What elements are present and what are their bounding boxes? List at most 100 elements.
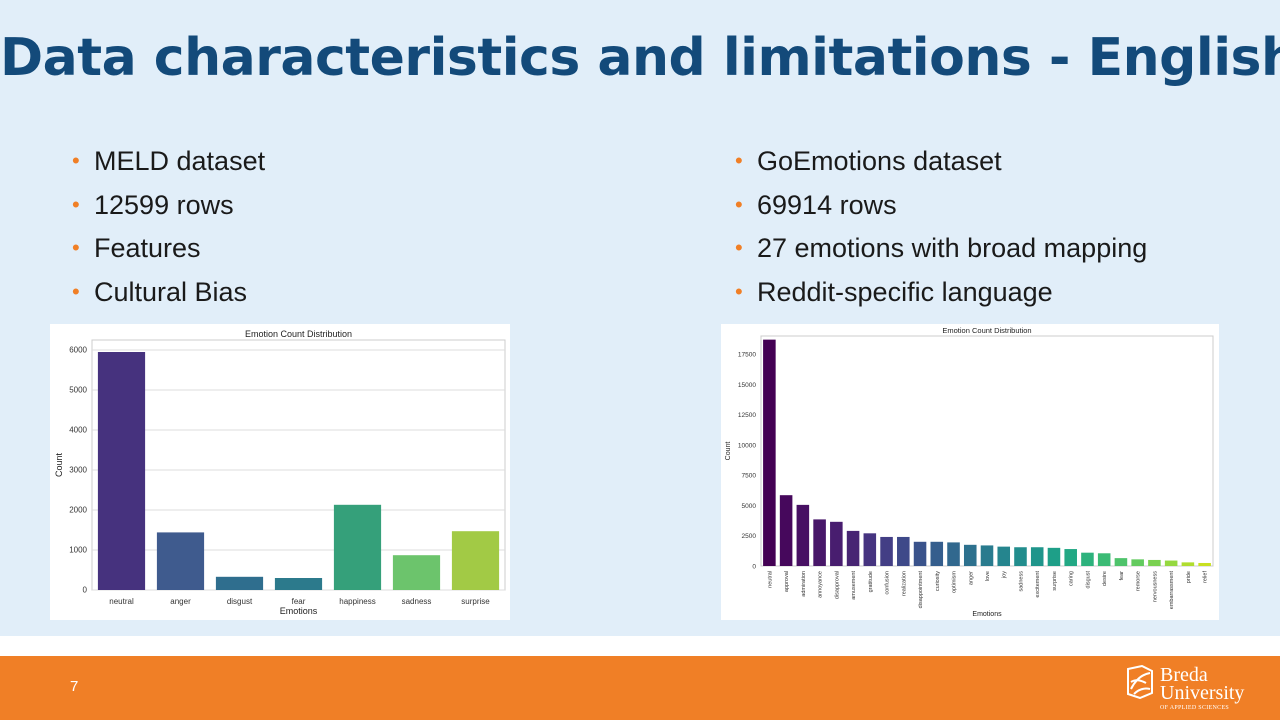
x-tick-label: neutral	[767, 571, 773, 588]
goemotions-emotion-chart: Emotion Count Distribution 0 2500 5000 7500 1…	[721, 324, 1219, 620]
bar-pride	[1181, 562, 1195, 566]
bullet-dot-icon: •	[72, 279, 80, 305]
bullet-dot-icon: •	[72, 148, 80, 173]
bar-excitement	[1030, 547, 1044, 566]
bar-love	[980, 545, 994, 566]
x-tick-label: relief	[1203, 571, 1209, 583]
y-tick-label: 5000	[742, 503, 757, 510]
bullet-text: 69914 rows	[757, 189, 897, 220]
y-tick-label: 0	[752, 564, 756, 571]
y-axis-label: Count	[725, 442, 732, 461]
x-tick-label: disgust	[227, 597, 253, 606]
goemotions-emotion-chart-svg: Emotion Count Distribution 0 2500 5000 7500 1…	[725, 326, 1214, 618]
bullet-dot-icon: •	[735, 279, 743, 305]
chart-title: Emotion Count Distribution	[942, 326, 1031, 335]
x-tick-label: sadness	[1018, 571, 1024, 592]
bullet-item: • GoEmotions dataset	[735, 144, 1147, 188]
meld-emotion-chart: Emotion Count Distribution 0 1000 2000 3000 4…	[50, 324, 510, 620]
bar-disgust	[215, 576, 264, 590]
x-tick-label: happiness	[339, 597, 375, 606]
bar-anger	[156, 532, 205, 590]
bar-sadness	[1014, 547, 1027, 566]
bar-neutral	[97, 352, 146, 590]
x-tick-label: pride	[1186, 571, 1192, 583]
bar-curiosity	[930, 541, 944, 566]
bullet-text: 12599 rows	[94, 189, 234, 220]
x-tick-label: anger	[170, 597, 191, 606]
x-tick-label: disgust	[1085, 571, 1091, 589]
bar-surprise	[451, 531, 500, 590]
bar-realization	[897, 536, 910, 566]
footer-bar	[0, 656, 1280, 720]
bar-admiration	[796, 504, 810, 566]
x-axis-label: Emotions	[972, 611, 1002, 618]
x-tick-label: admiration	[801, 571, 807, 597]
bar-sadness	[392, 555, 441, 590]
y-tick-label: 1000	[69, 546, 87, 555]
x-tick-label: realization	[901, 571, 907, 596]
bullet-text: 27 emotions with broad mapping	[757, 233, 1148, 264]
bar-embarrassment	[1164, 560, 1178, 566]
bar-disappointment	[913, 541, 927, 566]
x-tick-label: excitement	[1035, 571, 1041, 598]
bar-confusion	[880, 536, 893, 566]
bullet-item: • Cultural Bias	[72, 275, 265, 319]
plot-area	[91, 339, 506, 591]
plot-area	[760, 335, 1214, 567]
x-tick-label: caring	[1069, 571, 1075, 586]
bar-fear	[1114, 558, 1128, 566]
x-tick-label: surprise	[1052, 571, 1058, 591]
x-tick-label: gratitude	[868, 571, 874, 592]
bar-gratitude	[863, 533, 877, 566]
bar-anger	[963, 544, 977, 566]
x-tick-label: anger	[968, 571, 974, 585]
bullet-item: • 12599 rows	[72, 188, 265, 232]
bar-joy	[997, 546, 1011, 566]
y-tick-label: 15000	[738, 382, 756, 389]
x-tick-label: neutral	[109, 597, 134, 606]
bar-desire	[1097, 553, 1111, 566]
x-tick-label: remorse	[1136, 571, 1142, 591]
bullet-item: • Reddit-specific language	[735, 275, 1147, 319]
bar-relief	[1198, 562, 1211, 566]
bar-surprise	[1047, 547, 1061, 566]
bullet-item: • Features	[72, 231, 265, 275]
y-tick-label: 17500	[738, 352, 756, 359]
bar-neutral	[763, 339, 776, 566]
y-tick-label: 3000	[69, 466, 87, 475]
x-tick-label: nervousness	[1152, 571, 1158, 602]
left-bullet-list: • MELD dataset • 12599 rows • Features • Cul…	[72, 144, 265, 319]
x-tick-label: joy	[1002, 571, 1008, 579]
breda-university-logo: Breda University OF APPLIED SCIENCES	[1126, 662, 1266, 714]
y-tick-label: 7500	[742, 473, 757, 480]
right-bullet-list: • GoEmotions dataset • 69914 rows • 27 emot…	[735, 144, 1147, 319]
bullet-dot-icon: •	[735, 235, 743, 261]
bullet-text: GoEmotions dataset	[757, 146, 1002, 176]
bullet-text: Reddit-specific language	[757, 277, 1053, 308]
bullet-text: Features	[94, 233, 201, 264]
x-tick-label: curiosity	[935, 571, 941, 591]
bullet-dot-icon: •	[72, 235, 80, 261]
x-tick-label: optimism	[952, 571, 958, 593]
bullet-dot-icon: •	[735, 148, 743, 173]
slide-title: Data characteristics and limitations - E…	[0, 28, 1280, 88]
breda-university-logo-icon	[1127, 665, 1153, 699]
bullet-dot-icon: •	[735, 191, 743, 217]
x-tick-label: fear	[1119, 571, 1125, 581]
y-tick-label: 6000	[69, 346, 87, 355]
y-tick-label: 0	[83, 586, 88, 595]
x-tick-label: desire	[1102, 571, 1108, 586]
bar-annoyance	[813, 519, 826, 566]
y-tick-label: 2000	[69, 506, 87, 515]
x-tick-label: embarrassment	[1169, 571, 1175, 610]
x-tick-label: annoyance	[818, 571, 824, 598]
bullet-item: • 27 emotions with broad mapping	[735, 231, 1147, 275]
x-tick-label: sadness	[402, 597, 432, 606]
bar-amusement	[846, 530, 860, 566]
logo-text-applied-sciences: OF APPLIED SCIENCES	[1160, 705, 1230, 711]
logo-text-breda: Breda	[1160, 664, 1208, 686]
bar-disgust	[1081, 552, 1094, 566]
y-tick-label: 5000	[69, 386, 87, 395]
x-tick-label: approval	[784, 571, 790, 592]
chart-title: Emotion Count Distribution	[245, 329, 352, 339]
